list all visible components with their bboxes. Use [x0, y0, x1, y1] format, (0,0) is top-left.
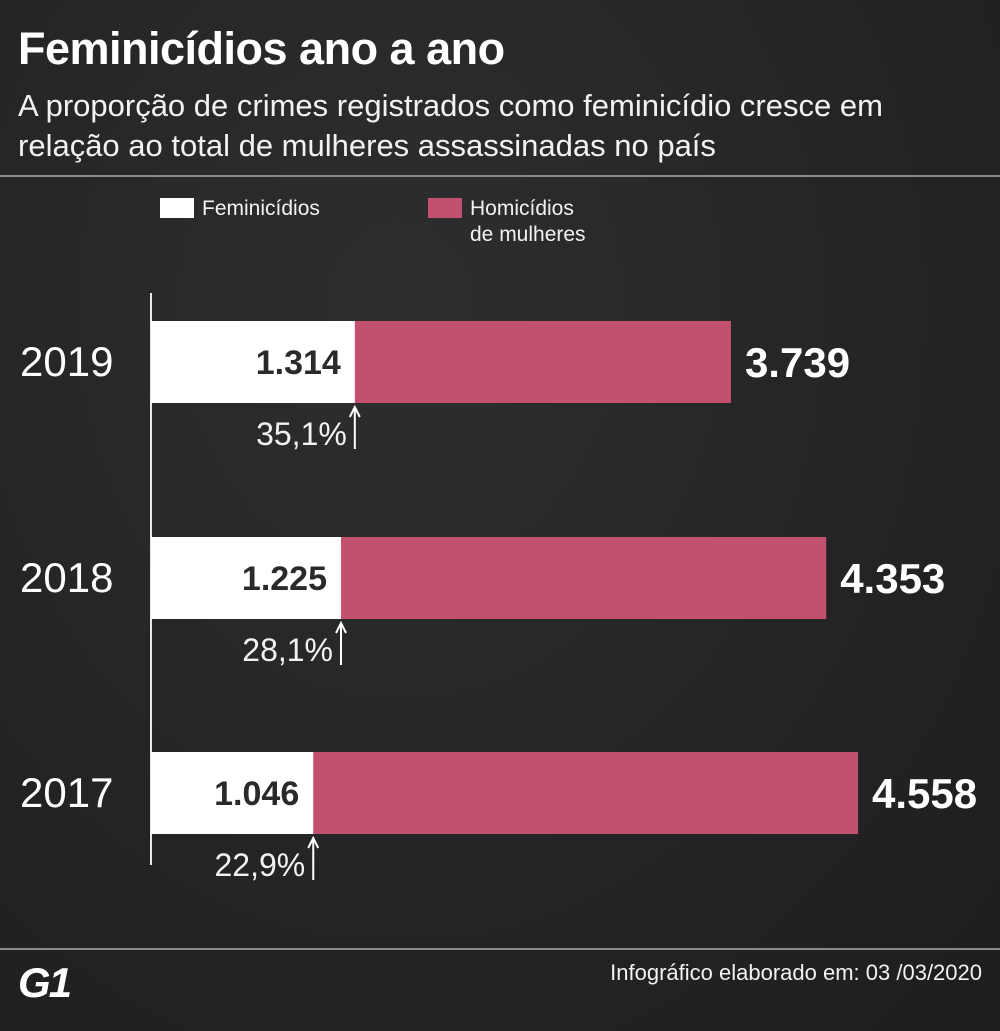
- percent-label: 28,1%: [242, 632, 333, 668]
- percent-label: 35,1%: [256, 416, 347, 452]
- chart-subtitle: A proporção de crimes registrados como f…: [18, 88, 883, 163]
- data-label-homicidios: 4.558: [872, 770, 977, 817]
- legend-swatch-homicidios: [428, 198, 462, 218]
- bar-feminicidios: [151, 537, 342, 619]
- data-label-homicidios: 4.353: [840, 555, 945, 602]
- legend-label-homicidios: Homicídios de mulheres: [470, 196, 586, 248]
- g1-logo: G1: [18, 959, 72, 1006]
- legend-label-homicidios-line2: de mulheres: [470, 223, 586, 246]
- footer-credit: Infográfico elaborado em: 03 /03/2020: [610, 960, 982, 985]
- percent-label: 22,9%: [215, 847, 306, 883]
- percent-arrow-head: [335, 620, 347, 634]
- data-label-feminicidios: 1.046: [214, 775, 299, 813]
- category-label: 2018: [20, 554, 113, 601]
- data-label-feminicidios: 1.314: [256, 344, 341, 382]
- bar-feminicidios: [151, 752, 314, 834]
- chart-title: Feminicídios ano a ano: [18, 23, 505, 74]
- data-label-feminicidios: 1.225: [242, 560, 327, 598]
- legend-swatch-feminicidios: [160, 198, 194, 218]
- legend-label-homicidios-line1: Homicídios: [470, 197, 574, 220]
- category-label: 2017: [20, 769, 113, 816]
- legend-label-feminicidios: Feminicídios: [202, 197, 320, 220]
- percent-arrow-head: [348, 404, 361, 418]
- bar-feminicidios: [151, 321, 355, 403]
- data-label-homicidios: 3.739: [745, 339, 850, 386]
- percent-arrow-head: [307, 835, 320, 849]
- bottom-divider: [0, 948, 1000, 950]
- category-label: 2019: [20, 338, 113, 385]
- top-divider: [0, 175, 1000, 177]
